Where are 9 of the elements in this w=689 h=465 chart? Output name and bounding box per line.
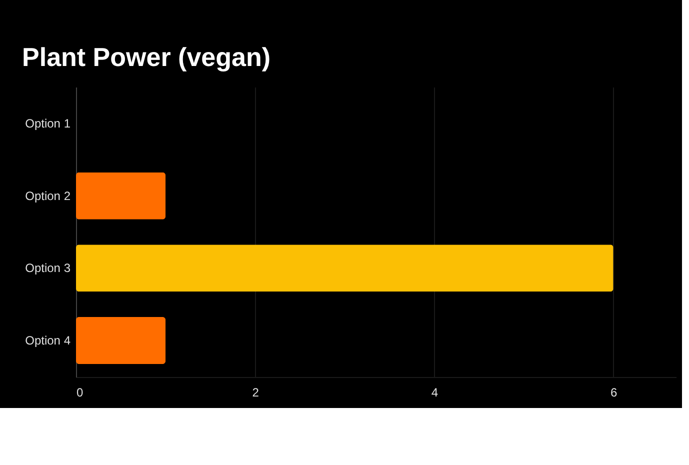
x-tick-label: 6: [610, 386, 618, 400]
x-tick-label: 2: [252, 386, 260, 400]
x-tick-label: 0: [76, 386, 84, 400]
x-tick-label: 4: [431, 386, 438, 400]
y-tick-label: Option 2: [25, 188, 71, 203]
chart-title: Plant Power (vegan): [22, 42, 270, 72]
y-tick-label: Option 1: [25, 116, 71, 131]
y-tick-label: Option 3: [25, 261, 71, 276]
y-tick-label: Option 4: [25, 333, 71, 348]
